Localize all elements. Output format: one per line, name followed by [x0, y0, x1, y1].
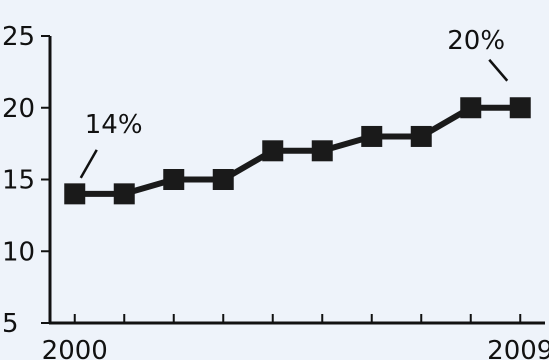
- data-point: [361, 125, 383, 147]
- y-tick-label: 10: [2, 237, 35, 267]
- data-point: [460, 97, 482, 119]
- data-point: [113, 183, 135, 205]
- y-tick-label: 5: [2, 309, 19, 339]
- y-tick-label: 20: [2, 94, 35, 124]
- data-point: [64, 183, 86, 205]
- y-axis-ticks: 5 10 15 20 25: [2, 22, 50, 339]
- annotation-leader-line: [79, 149, 98, 179]
- annotation-label: 14%: [85, 110, 143, 140]
- x-tick-label: 2009: [487, 336, 549, 360]
- data-point: [410, 125, 432, 147]
- annotation-label: 20%: [447, 26, 505, 56]
- series-line: [74, 104, 521, 197]
- data-point: [311, 140, 333, 162]
- data-series: [64, 97, 531, 205]
- data-point: [163, 169, 185, 190]
- x-axis-ticks: 2000 2009: [42, 314, 549, 360]
- y-tick-label: 15: [2, 166, 35, 196]
- y-tick-label: 25: [2, 22, 35, 52]
- data-point: [212, 169, 234, 190]
- data-point: [262, 140, 284, 162]
- annotation-leader-line: [488, 58, 509, 82]
- data-point: [509, 97, 531, 119]
- annotations: 14% 20%: [79, 26, 509, 179]
- x-tick-label: 2000: [42, 336, 108, 360]
